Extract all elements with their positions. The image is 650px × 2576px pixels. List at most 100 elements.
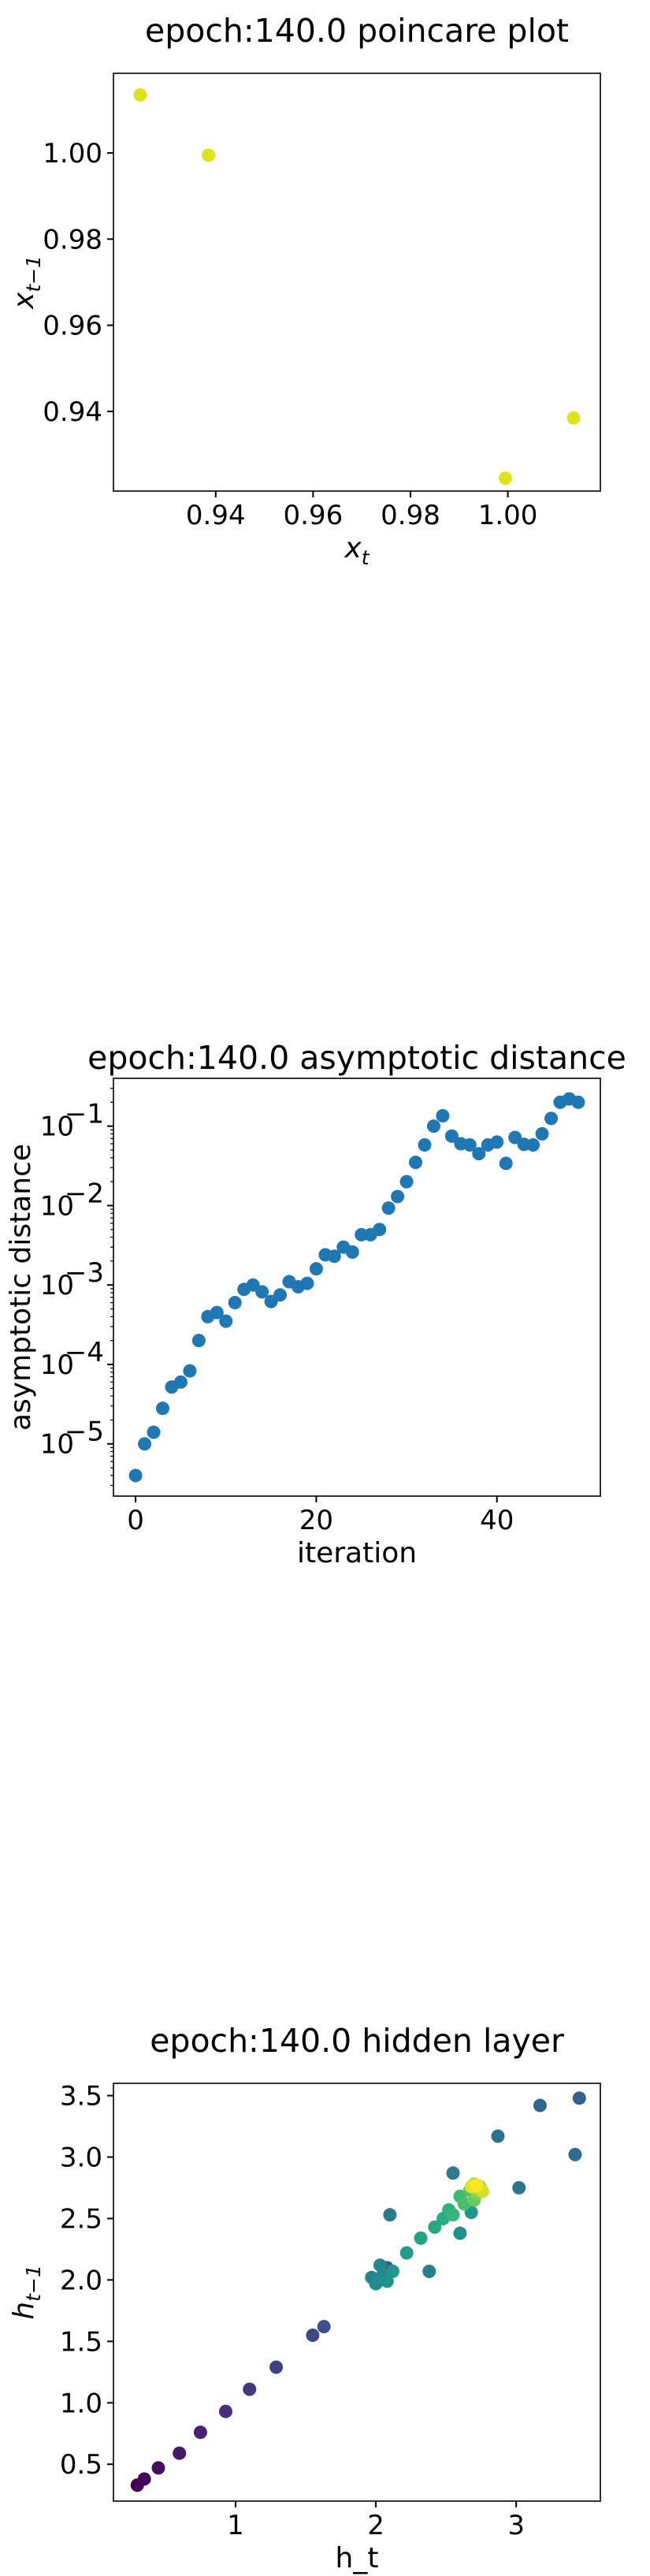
data-point (128, 1469, 143, 1483)
data-point (133, 87, 147, 102)
data-point (173, 2446, 187, 2460)
x-axis-label: xt (344, 532, 370, 569)
x-tick-label: 3 (507, 2510, 525, 2541)
data-point (399, 1174, 414, 1189)
data-points (130, 2091, 586, 2492)
data-point (418, 1138, 432, 1152)
data-point (422, 2265, 436, 2278)
y-tick-label: 0.5 (60, 2449, 102, 2481)
data-point (414, 2231, 428, 2245)
data-point (572, 2091, 586, 2105)
data-point (137, 2472, 151, 2486)
data-point (544, 1111, 559, 1126)
x-tick-label: 40 (480, 1505, 514, 1536)
y-tick-label: 0.94 (43, 396, 102, 428)
y-tick-label: 2.0 (60, 2265, 102, 2296)
data-point (191, 1334, 206, 1348)
data-points (128, 1092, 585, 1483)
data-point (498, 471, 512, 486)
y-tick-label: 0.98 (43, 224, 102, 255)
data-point (571, 1095, 585, 1109)
y-tick-label: 10 (40, 1429, 74, 1461)
data-point (399, 2246, 414, 2260)
data-point (369, 2276, 383, 2291)
data-point (409, 1156, 423, 1170)
y-tick-label: 1.0 (60, 2388, 102, 2419)
y-tick-label: 10 (40, 1349, 74, 1381)
y-axis-label: asymptotic distance (5, 1144, 37, 1431)
data-point (345, 1245, 359, 1259)
data-point (512, 2181, 526, 2194)
y-tick-label: 10 (40, 1270, 74, 1301)
data-point (228, 1296, 242, 1310)
x-tick-label: 0.96 (284, 500, 344, 531)
data-point (202, 148, 216, 162)
y-tick-label: 1.5 (60, 2326, 102, 2358)
chart-1: epoch:140.0 poincare plot 0.94 0.96 0.98 1.0… (8, 12, 601, 569)
y-tick-label: 10 (40, 1190, 74, 1222)
data-point (436, 1109, 450, 1123)
data-point (219, 1314, 233, 1328)
data-point (300, 1276, 314, 1290)
data-point (566, 411, 581, 425)
data-point (269, 2360, 284, 2374)
data-point (306, 2328, 320, 2343)
data-point (391, 1189, 405, 1204)
chart-3: epoch:140.0 hidden layer 1 2 3 0.5 1.0 1.5 2.0 2… (8, 2022, 601, 2574)
x-tick-label: 1 (227, 2510, 244, 2541)
y-axis-label: xt−1 (8, 255, 45, 310)
data-point (535, 1126, 549, 1141)
y-tick-label: 1.00 (43, 138, 102, 169)
data-points (133, 87, 581, 486)
x-axis-label: h_t (336, 2542, 379, 2574)
data-point (155, 1402, 169, 1416)
data-point (151, 2461, 165, 2475)
data-point (568, 2147, 582, 2161)
data-point (499, 1156, 513, 1171)
data-point (183, 1364, 197, 1378)
y-tick-label: 0.96 (43, 311, 102, 342)
y-tick-label: 3.0 (60, 2142, 102, 2174)
data-point (533, 2098, 547, 2113)
data-point (273, 1288, 288, 1302)
data-point (472, 1147, 486, 1161)
data-point (317, 2320, 331, 2334)
data-point (470, 2178, 484, 2192)
data-point (453, 2226, 467, 2240)
y-tick-exponent: −5 (65, 1416, 104, 1448)
plot-frame (113, 2083, 601, 2502)
x-tick-label: 1.00 (478, 500, 538, 531)
plot-frame (113, 73, 601, 492)
data-point (173, 1375, 188, 1389)
data-point (446, 2208, 460, 2222)
data-point (373, 1223, 387, 1237)
data-point (385, 2265, 399, 2278)
data-point (255, 1285, 269, 1299)
data-point (327, 1249, 341, 1264)
data-point (426, 1119, 440, 1134)
data-point (526, 1138, 540, 1152)
x-tick-label: 2 (367, 2510, 384, 2541)
plot-frame (113, 1078, 601, 1497)
data-point (383, 2208, 397, 2222)
data-point (218, 2404, 232, 2418)
y-tick-exponent: −1 (65, 1099, 104, 1130)
data-point (380, 2274, 394, 2288)
y-axis-label: ht−1 (8, 2265, 45, 2319)
y-tick-label: 3.5 (60, 2081, 102, 2113)
y-tick-exponent: −2 (65, 1178, 104, 1209)
data-point (147, 1425, 161, 1439)
data-point (193, 2425, 207, 2440)
data-point (446, 2166, 460, 2180)
chart-title: epoch:140.0 poincare plot (145, 12, 569, 50)
x-tick-label: 0.98 (381, 500, 440, 531)
data-point (491, 2129, 505, 2143)
chart-title: epoch:140.0 asymptotic distance (87, 1039, 626, 1077)
y-tick-label: 2.5 (60, 2203, 102, 2235)
y-tick-exponent: −3 (65, 1257, 104, 1289)
y-tick-exponent: −4 (65, 1337, 104, 1368)
y-tick-label: 10 (40, 1111, 74, 1143)
x-tick-label: 0 (127, 1505, 144, 1536)
